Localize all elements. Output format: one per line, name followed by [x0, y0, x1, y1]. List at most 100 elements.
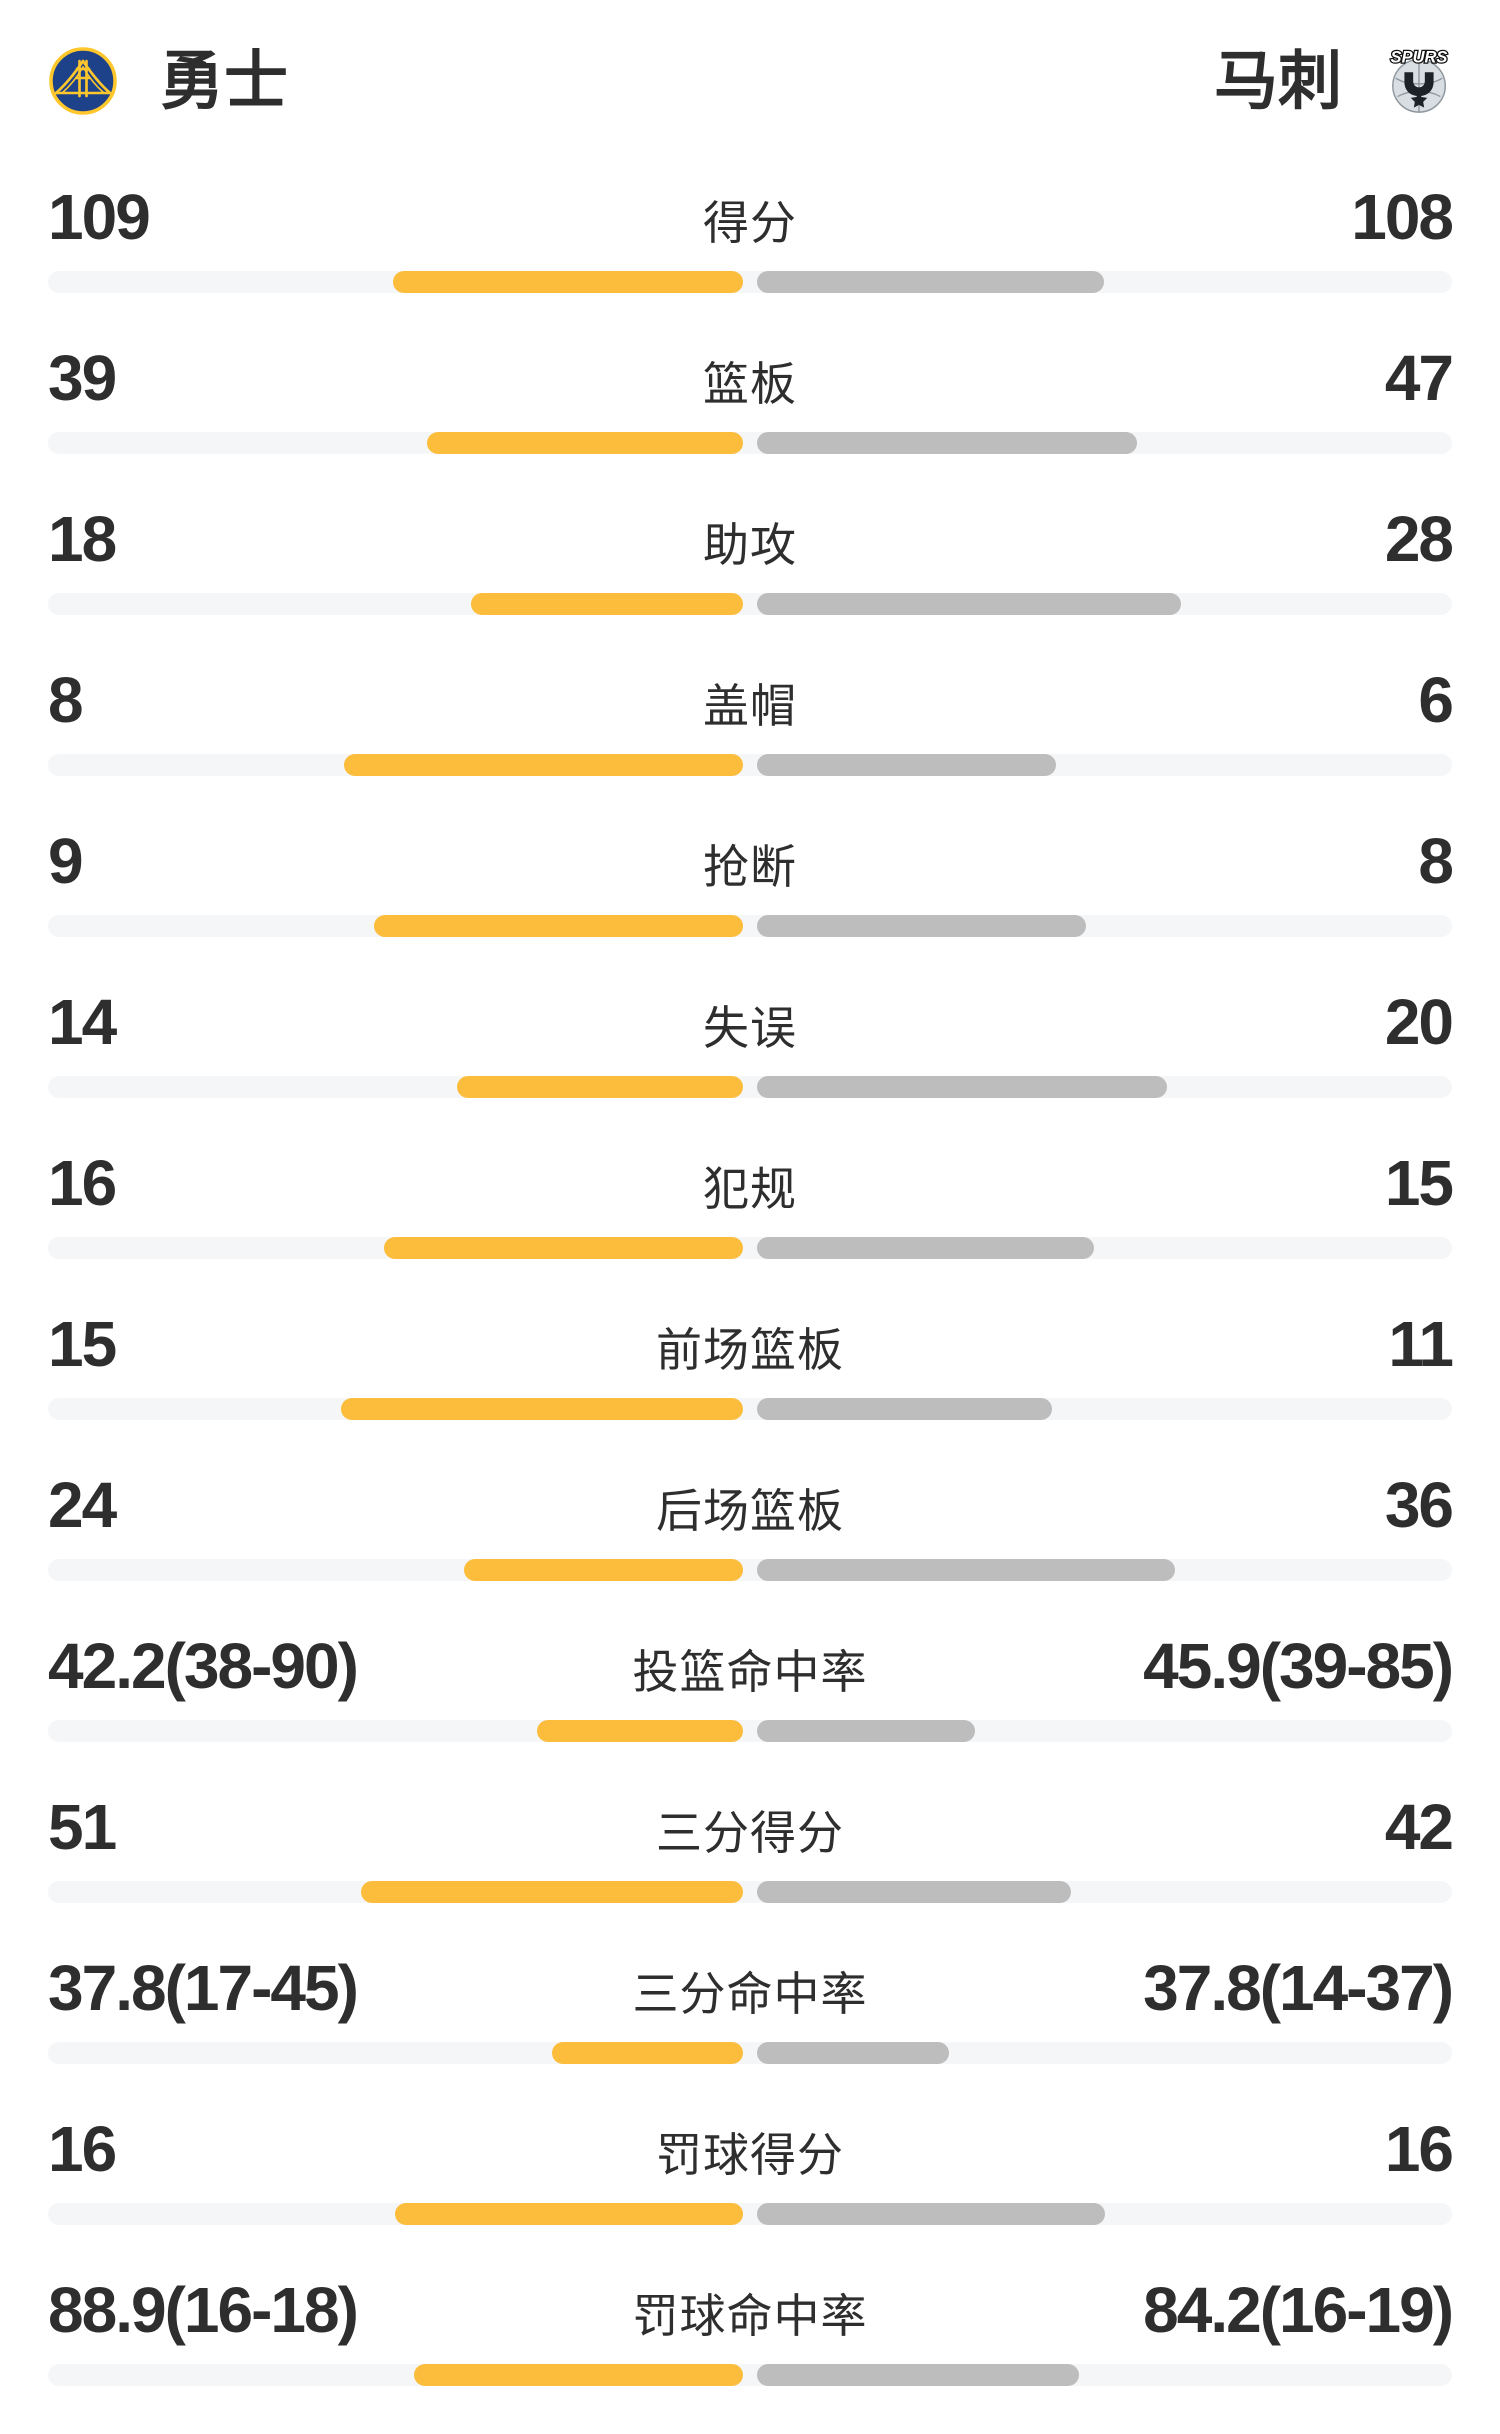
home-bar [344, 754, 743, 776]
stat-row: 37.8(17-45) 三分命中率 37.8(14-37) [48, 1951, 1454, 2112]
home-bar [393, 271, 743, 293]
away-value: 84.2(16-19) [1143, 2274, 1454, 2346]
stat-row: 16 罚球得分 16 [48, 2112, 1454, 2273]
stat-row: 39 篮板 47 [48, 341, 1454, 502]
stat-label: 投篮命中率 [632, 1646, 868, 1698]
home-value: 88.9(16-18) [48, 2274, 359, 2346]
away-value: 42 [1384, 1791, 1454, 1863]
stat-line: 109 得分 108 [48, 180, 1454, 254]
away-bar [757, 1720, 975, 1742]
stat-bar-track [48, 1237, 1452, 1259]
stats-list: 109 得分 108 39 篮板 47 18 助攻 28 [0, 180, 1500, 2434]
stat-label: 失误 [703, 1002, 797, 1054]
stat-label: 盖帽 [703, 680, 797, 732]
stat-line: 51 三分得分 42 [48, 1790, 1454, 1864]
stat-row: 15 前场篮板 11 [48, 1307, 1454, 1468]
away-bar [757, 593, 1181, 615]
stat-label: 前场篮板 [656, 1324, 844, 1376]
stat-bar-track [48, 1076, 1452, 1098]
home-value: 16 [48, 2113, 117, 2185]
stat-label: 三分得分 [656, 1807, 844, 1859]
away-bar [757, 754, 1057, 776]
away-bar [757, 1559, 1176, 1581]
stat-line: 37.8(17-45) 三分命中率 37.8(14-37) [48, 1951, 1454, 2025]
home-bar [552, 2042, 743, 2064]
stat-line: 9 抢断 8 [48, 824, 1454, 898]
stat-row: 88.9(16-18) 罚球命中率 84.2(16-19) [48, 2273, 1454, 2434]
home-bar [341, 1398, 743, 1420]
stat-row: 51 三分得分 42 [48, 1790, 1454, 1951]
away-bar [757, 915, 1086, 937]
header: 勇士 马刺 SPURS [0, 0, 1500, 116]
stat-bar-track [48, 1720, 1452, 1742]
away-value: 15 [1384, 1147, 1454, 1219]
stat-row: 14 失误 20 [48, 985, 1454, 1146]
home-value: 18 [48, 503, 117, 575]
stat-row: 16 犯规 15 [48, 1146, 1454, 1307]
stat-label: 得分 [703, 197, 797, 249]
stat-bar-track [48, 915, 1452, 937]
stat-bar-track [48, 593, 1452, 615]
away-bar [757, 2203, 1106, 2225]
stat-bar-track [48, 2364, 1452, 2386]
home-value: 51 [48, 1791, 117, 1863]
stat-row: 8 盖帽 6 [48, 663, 1454, 824]
home-value: 109 [48, 181, 151, 253]
away-value: 47 [1384, 342, 1454, 414]
stat-line: 42.2(38-90) 投篮命中率 45.9(39-85) [48, 1629, 1454, 1703]
stat-bar-track [48, 1881, 1452, 1903]
away-value: 45.9(39-85) [1143, 1630, 1454, 1702]
team-away: 马刺 SPURS [1214, 46, 1454, 116]
away-bar [757, 2042, 950, 2064]
home-team-name: 勇士 [160, 45, 288, 117]
away-bar [757, 1076, 1167, 1098]
home-value: 39 [48, 342, 117, 414]
stat-bar-track [48, 2203, 1452, 2225]
home-bar [470, 593, 743, 615]
away-value: 20 [1384, 986, 1454, 1058]
stat-row: 42.2(38-90) 投篮命中率 45.9(39-85) [48, 1629, 1454, 1790]
stat-line: 39 篮板 47 [48, 341, 1454, 415]
stat-line: 16 罚球得分 16 [48, 2112, 1454, 2186]
stat-row: 24 后场篮板 36 [48, 1468, 1454, 1629]
stat-label: 后场篮板 [656, 1485, 844, 1537]
stat-label: 犯规 [703, 1163, 797, 1215]
stat-bar-track [48, 271, 1452, 293]
stat-bar-track [48, 754, 1452, 776]
stat-label: 助攻 [703, 519, 797, 571]
away-bar [757, 1398, 1052, 1420]
stat-line: 18 助攻 28 [48, 502, 1454, 576]
away-value: 16 [1384, 2113, 1454, 2185]
stat-line: 8 盖帽 6 [48, 663, 1454, 737]
home-bar [463, 1559, 743, 1581]
stat-bar-track [48, 1398, 1452, 1420]
home-bar [536, 1720, 743, 1742]
stat-line: 15 前场篮板 11 [48, 1307, 1454, 1381]
home-value: 9 [48, 825, 84, 897]
team-home: 勇士 [48, 46, 288, 116]
stat-label: 三分命中率 [632, 1968, 868, 2020]
stat-row: 109 得分 108 [48, 180, 1454, 341]
stat-bar-track [48, 1559, 1452, 1581]
stat-line: 88.9(16-18) 罚球命中率 84.2(16-19) [48, 2273, 1454, 2347]
away-value: 11 [1388, 1308, 1454, 1380]
home-value: 8 [48, 664, 84, 736]
home-value: 24 [48, 1469, 117, 1541]
away-bar [757, 1237, 1094, 1259]
stat-row: 9 抢断 8 [48, 824, 1454, 985]
away-bar [757, 432, 1138, 454]
home-bar [361, 1881, 743, 1903]
stat-bar-track [48, 2042, 1452, 2064]
away-value: 36 [1384, 1469, 1454, 1541]
stat-label: 罚球命中率 [632, 2290, 868, 2342]
stat-line: 16 犯规 15 [48, 1146, 1454, 1220]
away-value: 28 [1384, 503, 1454, 575]
away-team-name: 马刺 [1214, 45, 1342, 117]
home-bar [394, 2203, 743, 2225]
stat-label: 罚球得分 [656, 2129, 844, 2181]
stat-bar-track [48, 432, 1452, 454]
away-bar [757, 1881, 1072, 1903]
home-bar [456, 1076, 743, 1098]
home-value: 37.8(17-45) [48, 1952, 359, 2024]
home-value: 15 [48, 1308, 117, 1380]
